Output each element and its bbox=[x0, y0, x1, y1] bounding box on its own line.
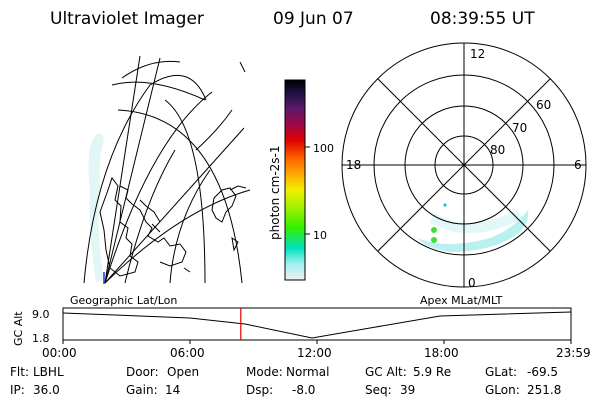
status-glon-label: GLon: bbox=[485, 383, 520, 397]
alt-axis-label: GC Alt bbox=[12, 311, 25, 346]
status-dsp-value: -8.0 bbox=[292, 383, 315, 397]
status-gain-label: Gain: bbox=[126, 383, 158, 397]
status-glat-label: GLat: bbox=[485, 365, 517, 379]
mlt-label-0: 0 bbox=[468, 276, 476, 290]
aurora-spot bbox=[431, 237, 437, 243]
colorbar-gradient bbox=[284, 79, 306, 281]
time-tick-1200: 12:00 bbox=[297, 346, 332, 360]
mlt-label-6: 6 bbox=[574, 158, 582, 172]
colorbar: 100 10 photon cm-2s-1 bbox=[268, 79, 334, 281]
status-mode-value: Normal bbox=[286, 365, 329, 379]
status-ip-value: 36.0 bbox=[33, 383, 60, 397]
status-glon-value: 251.8 bbox=[527, 383, 561, 397]
time-label: 08:39:55 UT bbox=[430, 9, 535, 29]
orbit-panel: Geographic Lat/Lon Apex MLat/MLT GC Alt … bbox=[12, 294, 591, 360]
status-seq-label: Seq: bbox=[365, 383, 392, 397]
time-tick-0600: 06:00 bbox=[170, 346, 205, 360]
status-gain-value: 14 bbox=[165, 383, 180, 397]
lat-label-60: 60 bbox=[536, 98, 551, 112]
status-mode-label: Mode: bbox=[246, 365, 283, 379]
status-door-label: Door: bbox=[126, 365, 159, 379]
lat-label-70: 70 bbox=[512, 121, 527, 135]
geographic-label: Geographic Lat/Lon bbox=[70, 294, 177, 307]
altitude-trace bbox=[62, 311, 572, 339]
colorbar-tick-10: 10 bbox=[313, 229, 327, 242]
status-seq-value: 39 bbox=[400, 383, 415, 397]
status-glat-value: -69.5 bbox=[527, 365, 558, 379]
aurora-oval bbox=[418, 210, 529, 252]
apex-label: Apex MLat/MLT bbox=[420, 294, 503, 307]
alt-tick-high: 9.0 bbox=[32, 308, 50, 321]
date-label: 09 Jun 07 bbox=[273, 9, 354, 29]
status-flt-label: Flt: bbox=[10, 365, 29, 379]
status-ip-label: IP: bbox=[10, 383, 25, 397]
aurora-spot bbox=[431, 227, 437, 233]
status-block: Flt: LBHL Door: Open Mode: Normal GC Alt… bbox=[10, 365, 561, 397]
mlt-label-18: 18 bbox=[346, 158, 361, 172]
status-gcalt-label: GC Alt: bbox=[365, 365, 407, 379]
instrument-title: Ultraviolet Imager bbox=[50, 9, 204, 29]
mlt-label-12: 12 bbox=[470, 47, 485, 61]
alt-tick-low: 1.8 bbox=[32, 332, 50, 345]
colorbar-unit-label: photon cm-2s-1 bbox=[268, 146, 282, 241]
status-door-value: Open bbox=[167, 365, 199, 379]
status-flt-value: LBHL bbox=[33, 365, 64, 379]
status-dsp-label: Dsp: bbox=[246, 383, 273, 397]
lat-label-80: 80 bbox=[490, 143, 505, 157]
header: Ultraviolet Imager 09 Jun 07 08:39:55 UT bbox=[50, 9, 535, 29]
orbit-frame bbox=[62, 307, 572, 341]
coastline bbox=[99, 176, 139, 277]
status-gcalt-value: 5.9 Re bbox=[413, 365, 451, 379]
time-tick-2359: 23:59 bbox=[556, 346, 591, 360]
polar-plot: 12 18 6 0 60 70 80 bbox=[341, 42, 587, 290]
colorbar-tick-100: 100 bbox=[313, 142, 334, 155]
geographic-image bbox=[83, 55, 251, 284]
time-tick-1800: 18:00 bbox=[424, 346, 459, 360]
time-tick-0000: 00:00 bbox=[42, 346, 77, 360]
